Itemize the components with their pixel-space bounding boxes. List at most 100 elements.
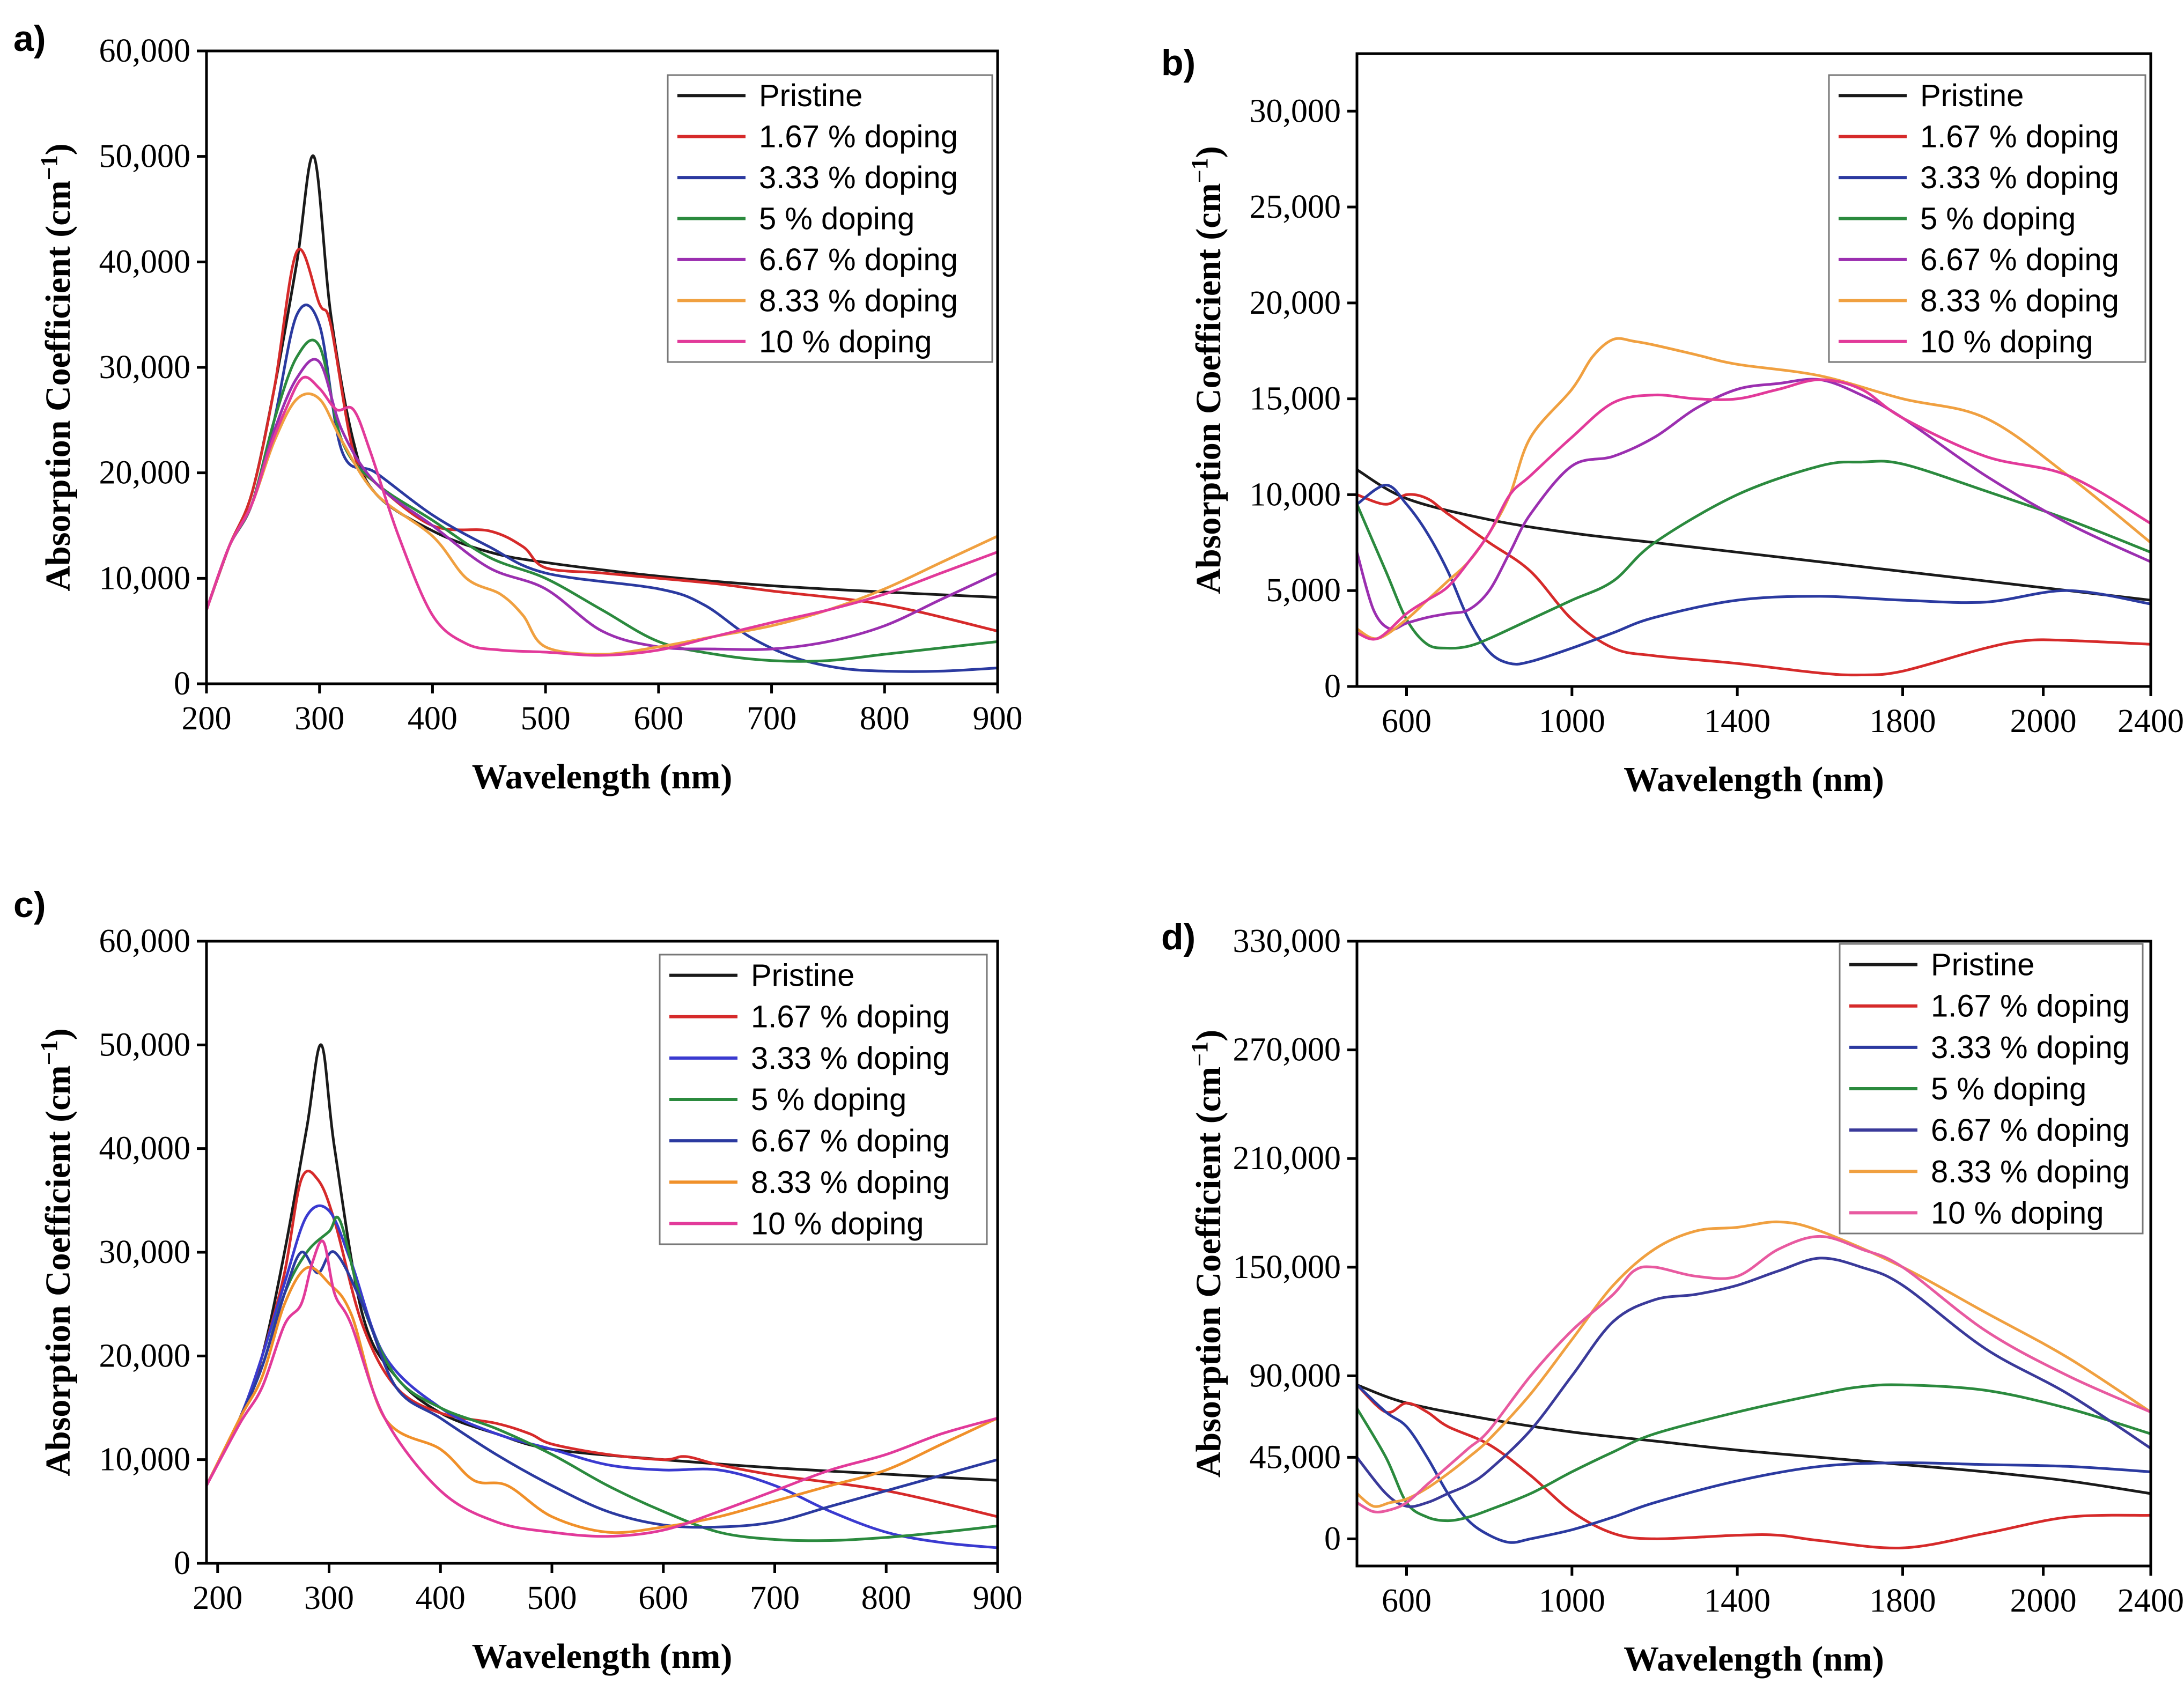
x-tick-label: 400 — [408, 700, 458, 737]
y-tick-label: 90,000 — [1250, 1357, 1341, 1394]
y-axis-title: Absorption Coefficient (cm−1) — [1186, 1030, 1229, 1478]
chart-panel-0: a) 200 300 400 500 600 700 800 900 0 10,000 20,000 3… — [13, 18, 1023, 796]
x-tick-label: 500 — [527, 1580, 577, 1616]
x-tick-label: 1400 — [1704, 1583, 1770, 1619]
y-tick-label: 30,000 — [99, 349, 191, 386]
series-line-6 — [206, 375, 998, 657]
legend-label: 6.67 % doping — [751, 1124, 950, 1158]
legend-label: Pristine — [759, 78, 862, 113]
plot-frame — [1355, 52, 2152, 688]
x-tick-label: 900 — [973, 700, 1023, 737]
x-tick-label: 2000 — [2010, 1583, 2077, 1619]
series-line-4 — [1357, 378, 2151, 631]
x-tick-label: 600 — [633, 700, 683, 737]
series-line-6 — [206, 1239, 998, 1538]
series-line-4 — [206, 358, 998, 651]
series-line-3 — [1357, 1383, 2151, 1523]
x-tick-label: 500 — [521, 700, 571, 737]
legend-label: 8.33 % doping — [759, 283, 958, 318]
legend-label: 8.33 % doping — [751, 1165, 950, 1200]
y-tick-label: 40,000 — [99, 1131, 191, 1167]
series-line-2 — [206, 1204, 998, 1549]
legend-label: Pristine — [751, 958, 854, 993]
legend-label: 10 % doping — [1920, 324, 2093, 359]
series-group — [206, 1043, 998, 1549]
y-tick-label: 25,000 — [1250, 189, 1341, 225]
x-tick-label: 1400 — [1704, 703, 1770, 740]
x-tick-label: 800 — [861, 1580, 911, 1616]
y-tick-label: 10,000 — [99, 1442, 191, 1478]
y-tick-label: 0 — [174, 1545, 190, 1582]
x-tick-label: 2400 — [2117, 703, 2184, 740]
y-tick-label: 10,000 — [1250, 476, 1341, 513]
legend-label: 10 % doping — [1931, 1195, 2104, 1230]
x-axis-title: Wavelength (nm) — [472, 1637, 733, 1676]
series-line-3 — [206, 338, 998, 663]
series-line-0 — [1357, 468, 2151, 602]
legend-label: 5 % doping — [759, 202, 914, 237]
legend-label: 3.33 % doping — [1920, 160, 2119, 195]
chart-panel-1: b) 600 1000 1400 1800 2000 2400 0 5,000 10,000 15,… — [1161, 42, 2184, 799]
legend-label: 6.67 % doping — [759, 242, 958, 277]
x-tick-label: 1800 — [1870, 1583, 1936, 1619]
legend-label: Pristine — [1920, 78, 2024, 113]
legend: Pristine 1.67 % doping 3.33 % doping 5 % do… — [1839, 943, 2144, 1235]
y-tick-label: 45,000 — [1250, 1439, 1341, 1475]
series-line-4 — [206, 1250, 998, 1529]
legend-label: 10 % doping — [759, 324, 932, 359]
y-tick-label: 5,000 — [1266, 572, 1341, 609]
x-tick-label: 700 — [750, 1580, 800, 1616]
legend-label: 3.33 % doping — [751, 1041, 950, 1076]
legend-label: 3.33 % doping — [1931, 1030, 2130, 1065]
x-tick-label: 800 — [860, 700, 910, 737]
y-tick-label: 50,000 — [99, 1026, 191, 1063]
y-tick-label: 10,000 — [99, 560, 191, 596]
legend-label: 6.67 % doping — [1920, 242, 2119, 277]
panel-label: b) — [1161, 42, 1196, 83]
legend-label: 5 % doping — [751, 1082, 906, 1117]
x-tick-label: 900 — [973, 1580, 1023, 1616]
series-line-6 — [1357, 378, 2151, 641]
series-line-4 — [1357, 1257, 2151, 1508]
series-line-6 — [1357, 1235, 2151, 1513]
series-line-5 — [206, 1266, 998, 1534]
x-axis-title: Wavelength (nm) — [1624, 1639, 1884, 1679]
series-line-2 — [1357, 484, 2151, 666]
y-tick-label: 20,000 — [99, 1338, 191, 1374]
y-axis-title: Absorption Coefficient (cm−1) — [36, 1028, 78, 1476]
x-tick-label: 400 — [416, 1580, 466, 1616]
y-axis-title: Absorption Coefficient (cm−1) — [1186, 146, 1229, 594]
legend-label: 1.67 % doping — [1920, 120, 2119, 154]
series-line-5 — [1357, 1220, 2151, 1508]
x-tick-label: 1800 — [1870, 703, 1936, 740]
series-group — [206, 154, 998, 673]
series-line-5 — [1357, 337, 2151, 640]
panel-label: a) — [13, 18, 46, 59]
x-tick-label: 2400 — [2117, 1583, 2184, 1619]
y-tick-label: 150,000 — [1233, 1249, 1341, 1286]
legend-label: 8.33 % doping — [1920, 283, 2119, 318]
x-tick-label: 1000 — [1539, 703, 1605, 740]
legend-label: 1.67 % doping — [1931, 989, 2130, 1024]
x-tick-label: 2000 — [2010, 703, 2077, 740]
x-tick-label: 600 — [1382, 1583, 1432, 1619]
y-tick-label: 210,000 — [1233, 1140, 1341, 1177]
legend-label: 5 % doping — [1920, 202, 2076, 237]
y-tick-label: 330,000 — [1233, 923, 1341, 959]
y-tick-label: 60,000 — [99, 923, 191, 959]
legend-label: 3.33 % doping — [759, 160, 958, 195]
legend: Pristine 1.67 % doping 3.33 % doping 5 % do… — [1828, 74, 2146, 363]
y-tick-label: 20,000 — [99, 455, 191, 491]
panel-label: d) — [1161, 917, 1196, 957]
series-line-1 — [1357, 1384, 2151, 1549]
legend: Pristine 1.67 % doping 3.33 % doping 5 % do… — [667, 74, 993, 363]
series-group — [1357, 337, 2151, 677]
legend-label: 10 % doping — [751, 1206, 924, 1241]
y-tick-label: 0 — [174, 666, 190, 702]
x-tick-label: 300 — [304, 1580, 354, 1616]
x-axis-title: Wavelength (nm) — [472, 757, 733, 796]
x-tick-label: 700 — [747, 700, 796, 737]
series-line-3 — [1357, 460, 2151, 650]
chart-panel-3: d) 600 1000 1400 1800 2000 2400 0 45,000 90,000 15… — [1161, 917, 2184, 1679]
